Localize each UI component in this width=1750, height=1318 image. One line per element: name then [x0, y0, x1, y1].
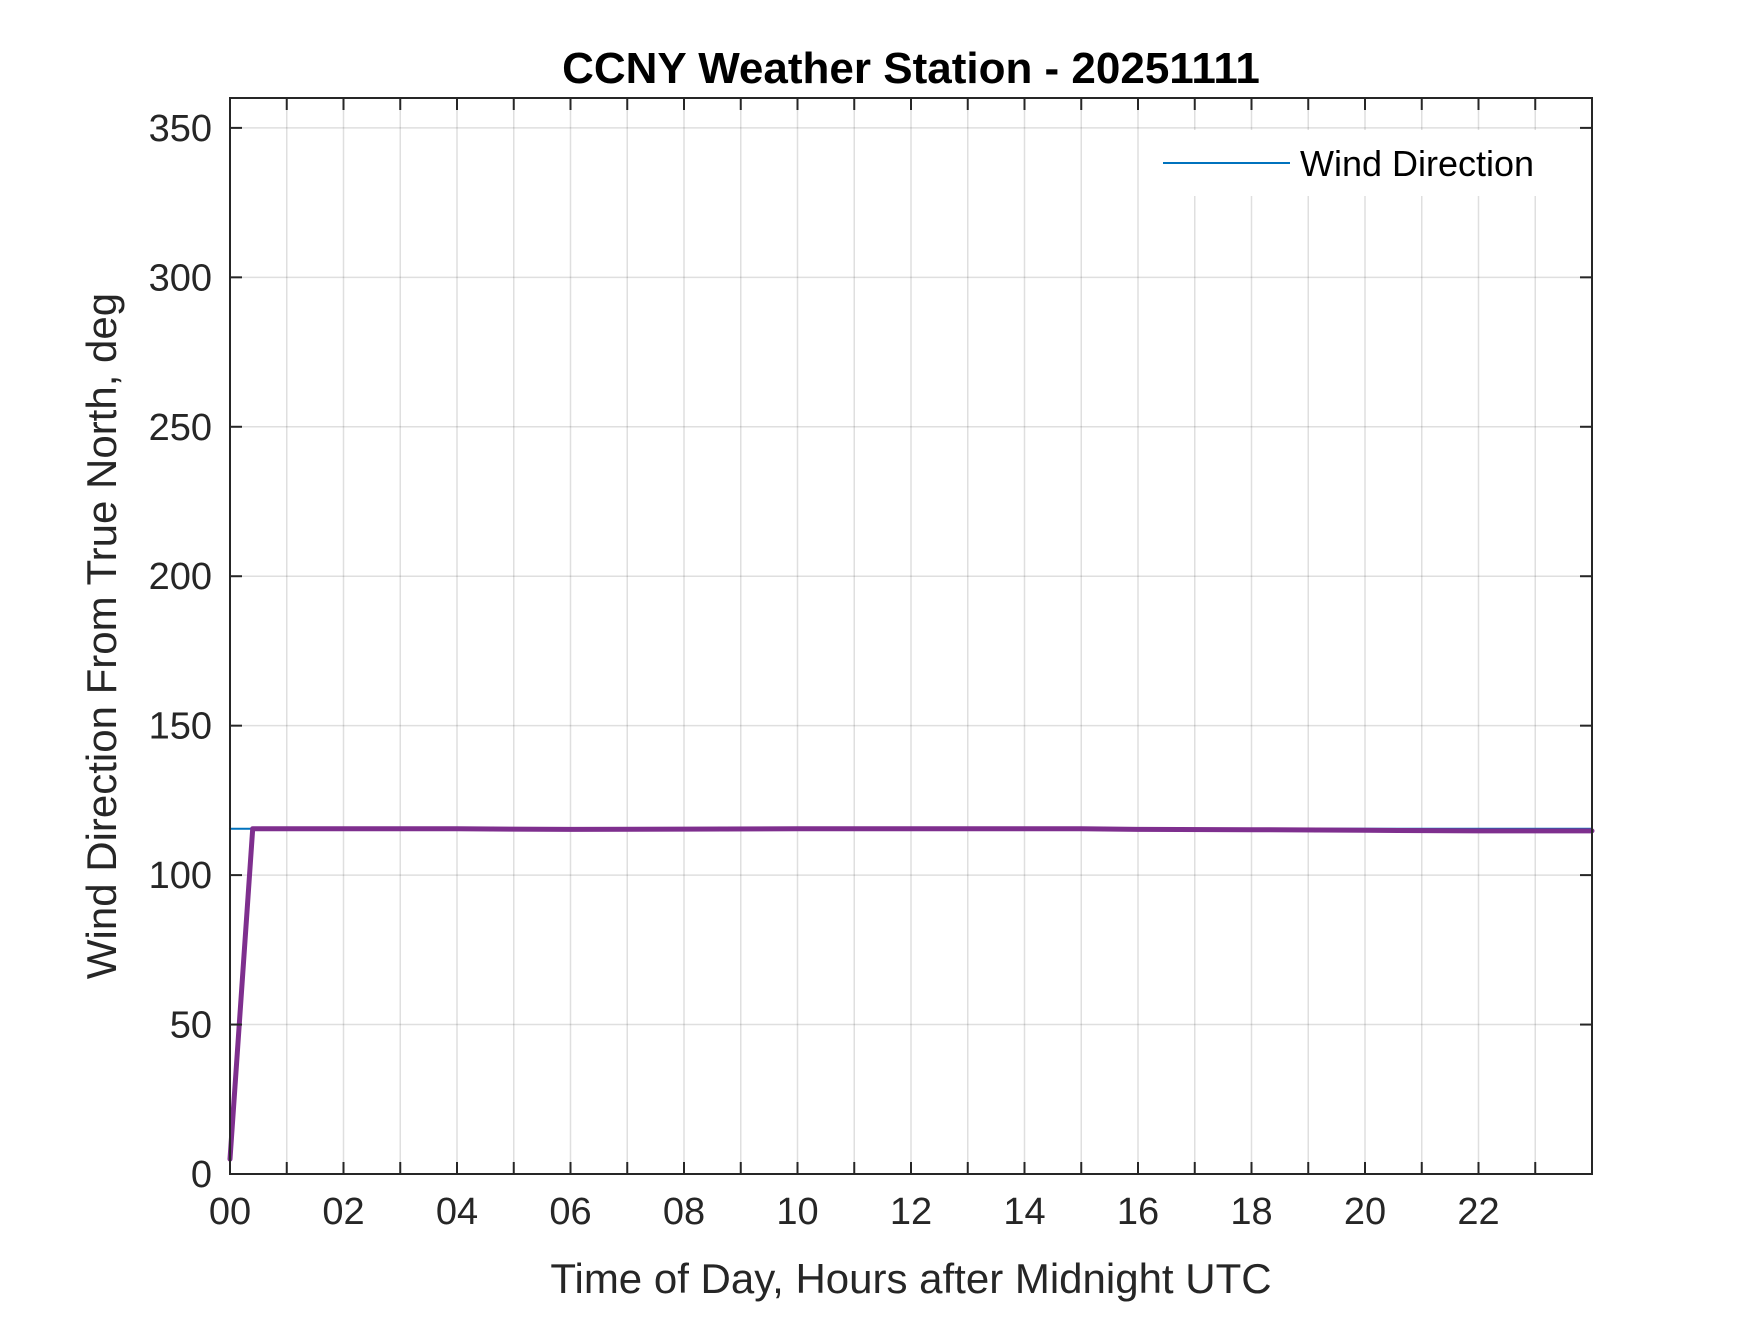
x-tick-label: 14	[1003, 1191, 1045, 1233]
y-tick-label: 0	[191, 1154, 212, 1196]
x-tick-label: 20	[1344, 1191, 1386, 1233]
y-tick-label: 200	[149, 556, 212, 598]
x-axis-label: Time of Day, Hours after Midnight UTC	[550, 1255, 1271, 1302]
y-tick-label: 300	[149, 257, 212, 299]
x-tick-label: 16	[1117, 1191, 1159, 1233]
y-axis-label: Wind Direction From True North, deg	[78, 293, 125, 979]
x-tick-label: 10	[776, 1191, 818, 1233]
plot-background	[230, 98, 1592, 1174]
tick-layer: 00 02 04 06 08 10 12 14 16 18 20 22 0 50 100 150 200 250 3…	[149, 98, 1592, 1233]
series-line-smoothed	[227, 826, 1595, 1162]
x-tick-label: 12	[890, 1191, 932, 1233]
x-tick-label: 04	[436, 1191, 478, 1233]
x-tick-label: 00	[209, 1191, 251, 1233]
y-tick-label: 50	[170, 1005, 212, 1047]
chart-title: CCNY Weather Station - 20251111	[562, 44, 1260, 93]
x-tick-label: 22	[1457, 1191, 1499, 1233]
series-layer	[227, 826, 1595, 1162]
y-tick-label: 250	[149, 407, 212, 449]
y-tick-label: 350	[149, 108, 212, 150]
y-tick-label: 100	[149, 855, 212, 897]
legend: Wind Direction	[1150, 130, 1560, 196]
legend-label-wind-direction: Wind Direction	[1300, 143, 1534, 184]
x-tick-label: 18	[1230, 1191, 1272, 1233]
grid-layer	[229, 98, 1592, 1175]
x-tick-label: 06	[549, 1191, 591, 1233]
x-tick-label: 02	[322, 1191, 364, 1233]
y-tick-label: 150	[149, 706, 212, 748]
x-tick-label: 08	[663, 1191, 705, 1233]
